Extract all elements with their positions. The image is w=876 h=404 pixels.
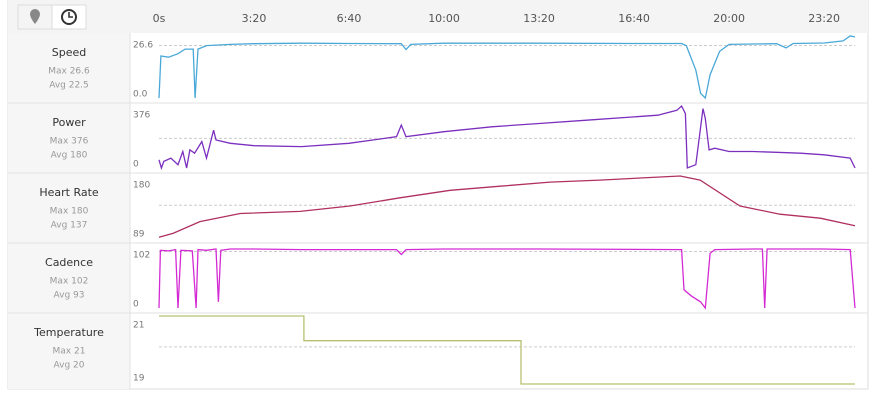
y-tick-label: 180 (133, 181, 150, 191)
y-tick-label: 0.0 (133, 90, 148, 100)
row-max: Max 102 (50, 277, 89, 287)
header (8, 0, 868, 33)
row-avg: Avg 22.5 (49, 81, 89, 91)
row-title: Power (52, 116, 86, 129)
clock-hands (68, 12, 73, 18)
time-tick-label: 10:00 (428, 12, 460, 25)
row-avg: Avg 93 (54, 291, 85, 301)
label-column (8, 33, 130, 389)
series-line (158, 104, 856, 171)
frame (7, 0, 869, 390)
time-tick-label: 13:20 (523, 12, 555, 25)
y-tick-label: 376 (133, 111, 150, 121)
y-tick-label: 26.6 (133, 41, 153, 51)
y-tick-label: 21 (133, 321, 144, 331)
row-title: Temperature (33, 326, 104, 339)
series-line (158, 35, 856, 100)
time-tick-label: 6:40 (337, 12, 362, 25)
time-tick-label: 0s (153, 12, 166, 25)
series-line (158, 175, 856, 238)
row-max: Max 180 (50, 207, 89, 217)
row-avg: Avg 20 (54, 361, 85, 371)
y-tick-label: 19 (133, 373, 145, 383)
y-tick-label: 102 (133, 251, 150, 261)
time-tick-label: 3:20 (242, 12, 267, 25)
row-avg: Avg 137 (51, 221, 88, 231)
row-title: Cadence (45, 256, 93, 269)
clock-icon (61, 9, 77, 25)
pin-icon (30, 9, 40, 24)
row-max: Max 26.6 (48, 67, 90, 77)
row-max: Max 376 (50, 137, 89, 147)
series-line (159, 315, 855, 385)
row-max: Max 21 (53, 347, 86, 357)
time-tick-label: 16:40 (618, 12, 650, 25)
series-line (158, 248, 856, 310)
y-tick-label: 0 (133, 300, 139, 310)
time-tick-label: 23:20 (808, 12, 840, 25)
row-title: Heart Rate (39, 186, 99, 199)
y-tick-label: 89 (133, 230, 145, 240)
row-avg: Avg 180 (51, 151, 88, 161)
time-tick-label: 20:00 (713, 12, 745, 25)
y-tick-label: 0 (133, 160, 139, 170)
row-title: Speed (52, 46, 86, 59)
